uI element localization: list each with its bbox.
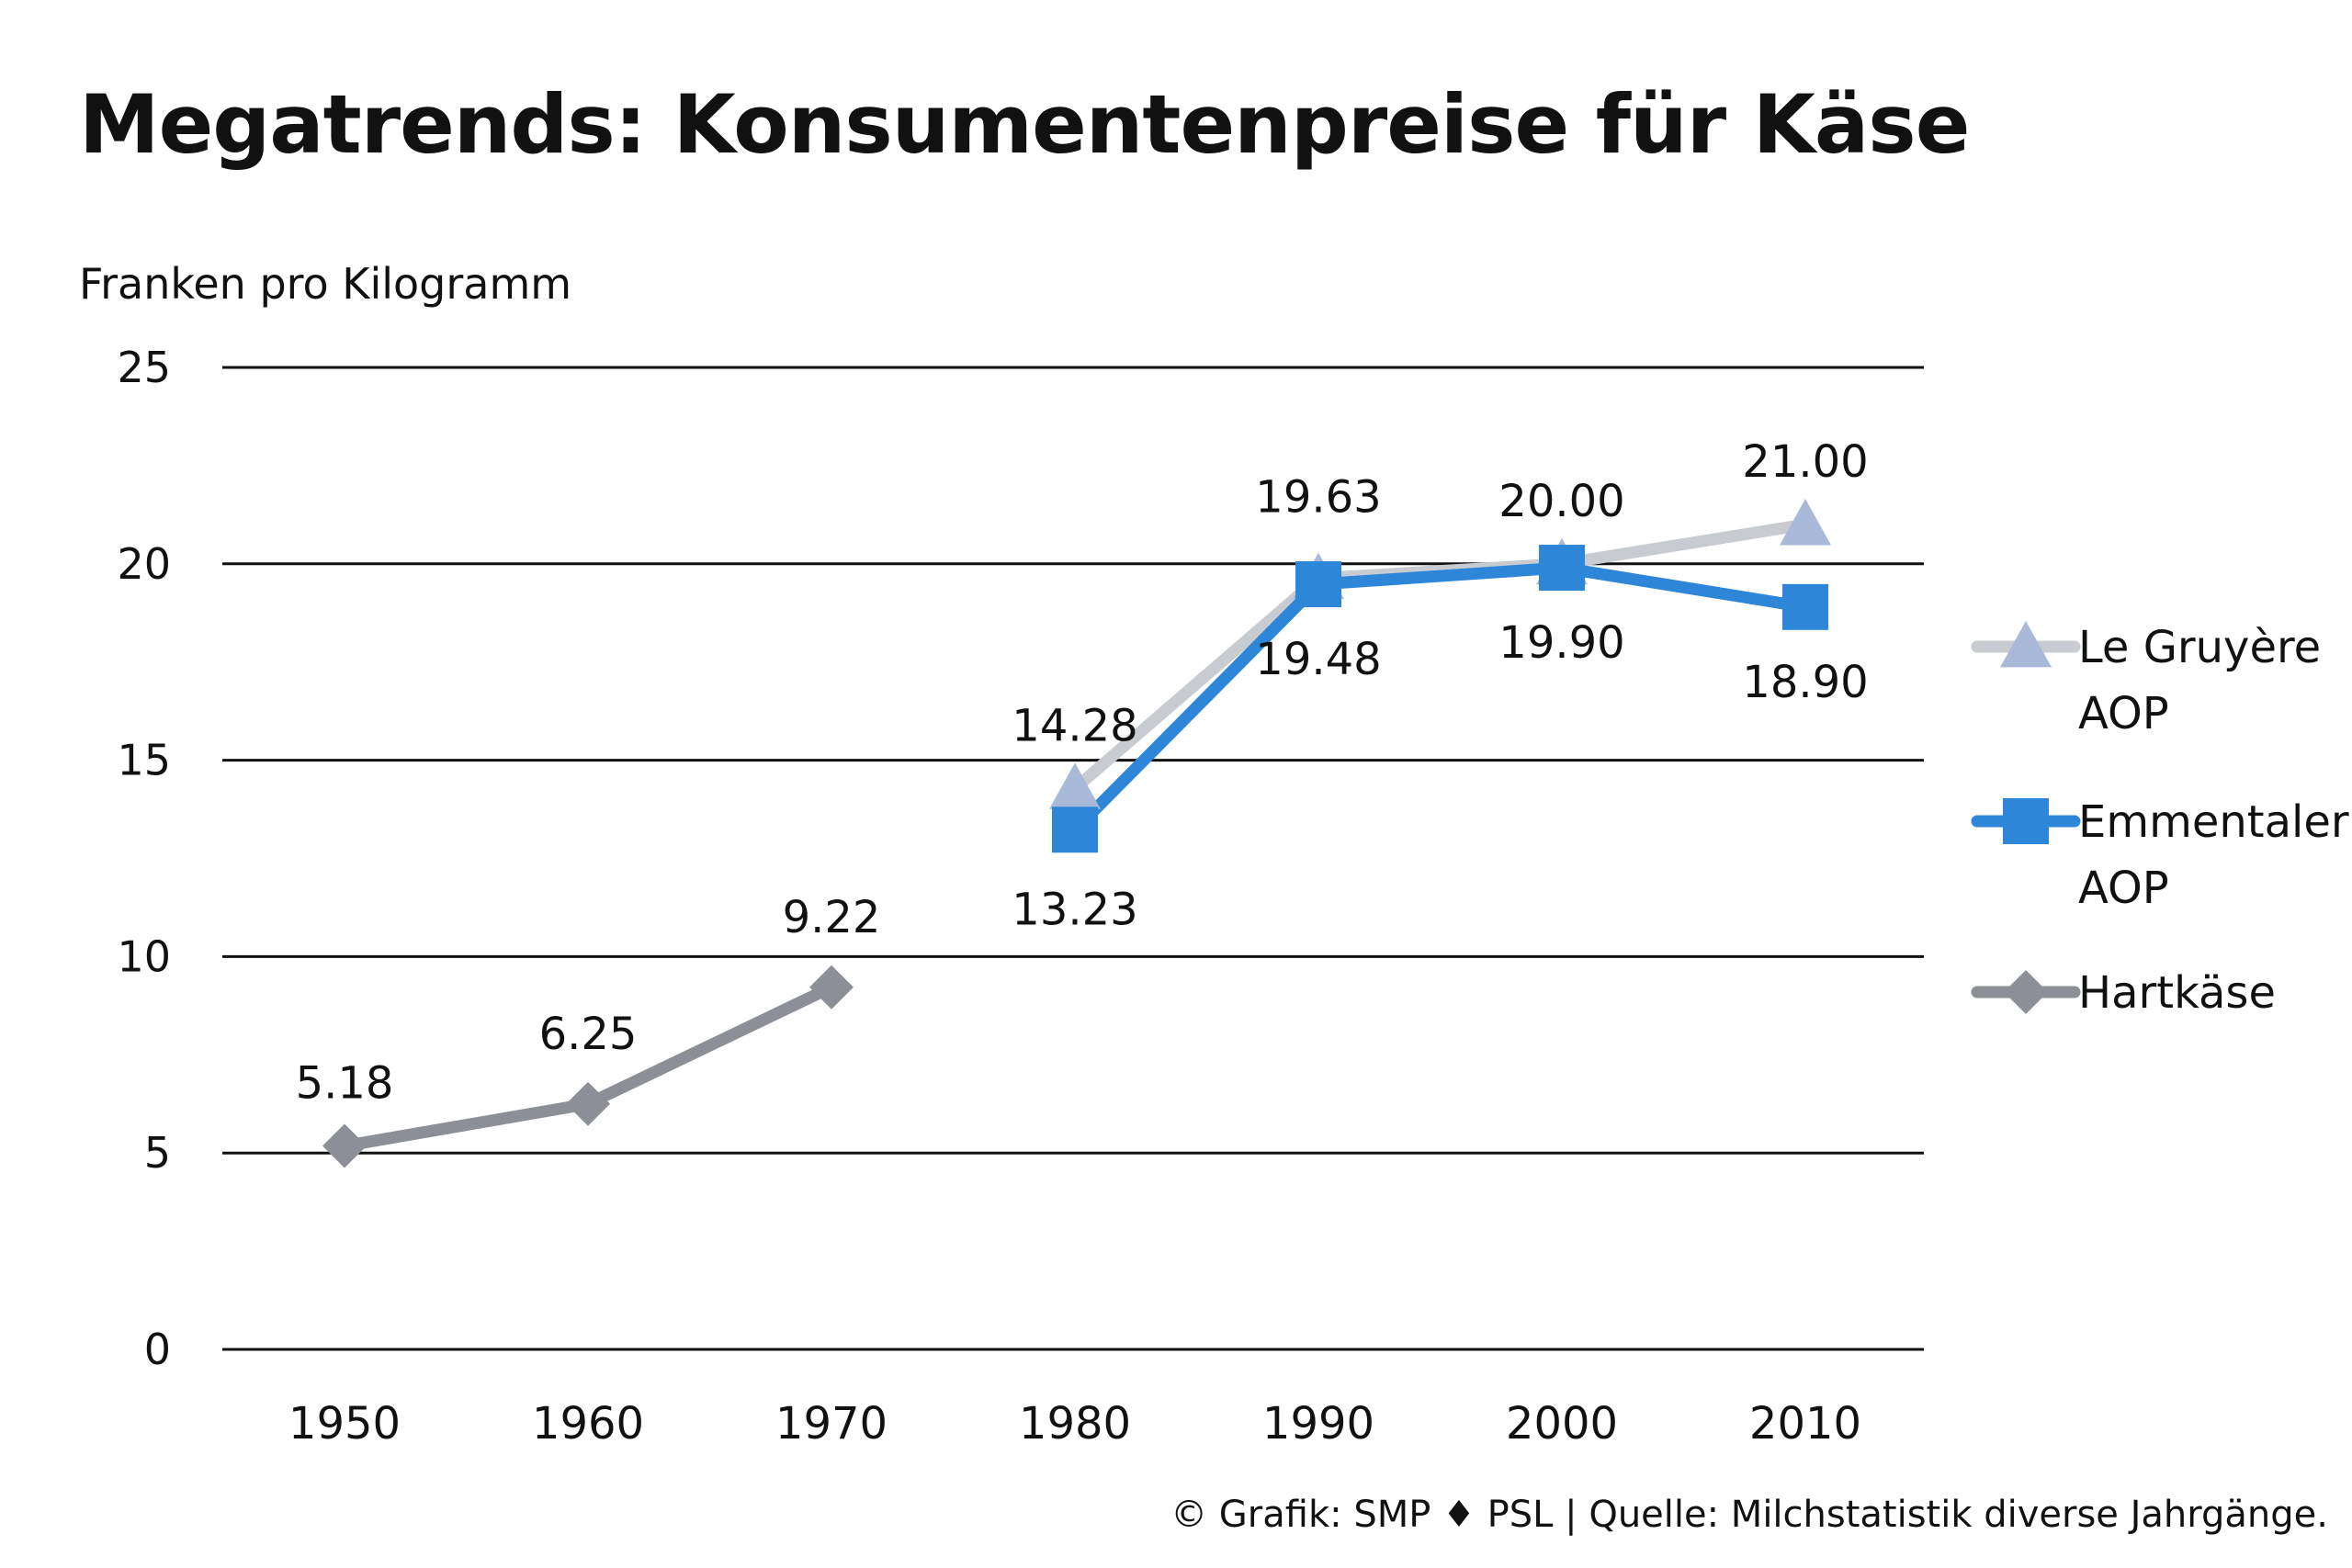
- data-label: 14.28: [1012, 700, 1137, 751]
- data-label: 13.23: [1012, 884, 1137, 935]
- data-point-hartk-se: [566, 1081, 610, 1126]
- data-label: 6.25: [539, 1009, 638, 1060]
- legend-marker-emmentaler-aop: [2003, 798, 2049, 844]
- data-label: 19.48: [1255, 634, 1381, 685]
- chart-title: Megatrends: Konsumentenpreise für Käse: [79, 77, 1970, 172]
- x-tick-label: 1960: [532, 1398, 644, 1450]
- y-tick-label: 10: [117, 931, 171, 981]
- x-tick-label: 1950: [288, 1398, 401, 1450]
- data-point-emmentaler-aop: [1539, 545, 1585, 592]
- legend-label-le-gruy-re-aop: AOP: [2078, 688, 2169, 739]
- data-label: 5.18: [296, 1058, 394, 1110]
- legend-label-emmentaler-aop: AOP: [2078, 863, 2169, 914]
- x-tick-label: 1990: [1262, 1398, 1374, 1450]
- source-credit: © Grafik: SMP ♦ PSL | Quelle: Milchstati…: [1170, 1494, 2328, 1536]
- data-point-emmentaler-aop: [1295, 561, 1341, 608]
- y-tick-label: 15: [117, 736, 171, 785]
- data-point-hartk-se: [322, 1123, 367, 1168]
- y-tick-label: 5: [144, 1128, 171, 1178]
- y-axis-label: Franken pro Kilogramm: [79, 259, 572, 309]
- data-point-hartk-se: [809, 964, 854, 1010]
- data-point-le-gruy-re-aop: [1049, 762, 1101, 809]
- x-tick-label: 1980: [1019, 1398, 1131, 1450]
- data-point-le-gruy-re-aop: [1780, 499, 1831, 546]
- y-tick-label: 0: [144, 1325, 171, 1374]
- x-tick-label: 1970: [775, 1398, 888, 1450]
- legend-marker-le-gruy-re-aop: [2000, 621, 2052, 668]
- series-line-emmentaler-aop: [1069, 561, 1812, 836]
- legend-label-le-gruy-re-aop: Le Gruyère: [2078, 622, 2321, 673]
- legend-label-hartk-se: Hartkäse: [2078, 967, 2276, 1019]
- y-tick-label: 25: [117, 343, 171, 392]
- data-label: 20.00: [1498, 476, 1624, 527]
- legend-label-emmentaler-aop: Emmentaler: [2078, 796, 2349, 848]
- x-tick-label: 2010: [1749, 1398, 1861, 1450]
- data-point-emmentaler-aop: [1782, 583, 1828, 630]
- data-label: 21.00: [1742, 436, 1868, 488]
- data-label: 19.63: [1255, 472, 1381, 524]
- data-label: 9.22: [783, 892, 881, 943]
- legend-marker-hartk-se: [2004, 970, 2048, 1014]
- x-tick-label: 2000: [1506, 1398, 1618, 1450]
- data-label: 18.90: [1742, 657, 1868, 708]
- data-point-emmentaler-aop: [1052, 807, 1098, 853]
- y-tick-label: 20: [117, 539, 171, 589]
- data-label: 19.90: [1498, 617, 1624, 669]
